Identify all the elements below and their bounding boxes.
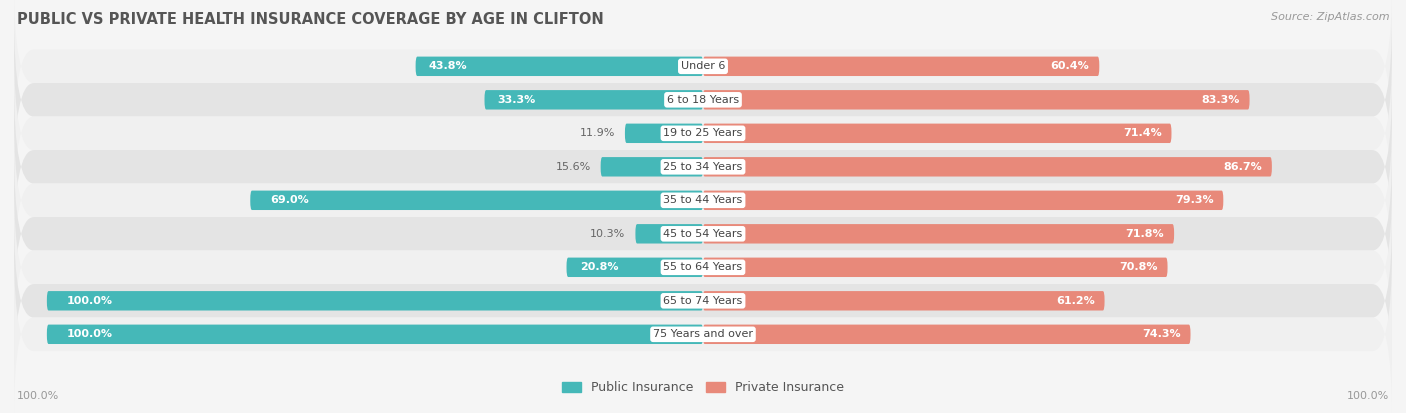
FancyBboxPatch shape bbox=[703, 57, 1099, 76]
Text: Source: ZipAtlas.com: Source: ZipAtlas.com bbox=[1271, 12, 1389, 22]
Text: 19 to 25 Years: 19 to 25 Years bbox=[664, 128, 742, 138]
Text: 69.0%: 69.0% bbox=[270, 195, 309, 205]
Text: PUBLIC VS PRIVATE HEALTH INSURANCE COVERAGE BY AGE IN CLIFTON: PUBLIC VS PRIVATE HEALTH INSURANCE COVER… bbox=[17, 12, 603, 27]
Text: 74.3%: 74.3% bbox=[1142, 329, 1181, 339]
FancyBboxPatch shape bbox=[46, 291, 703, 311]
Text: 6 to 18 Years: 6 to 18 Years bbox=[666, 95, 740, 105]
FancyBboxPatch shape bbox=[703, 291, 1105, 311]
Legend: Public Insurance, Private Insurance: Public Insurance, Private Insurance bbox=[557, 376, 849, 399]
FancyBboxPatch shape bbox=[14, 217, 1392, 385]
Text: 83.3%: 83.3% bbox=[1201, 95, 1240, 105]
Text: 15.6%: 15.6% bbox=[555, 162, 591, 172]
Text: 43.8%: 43.8% bbox=[429, 61, 467, 71]
FancyBboxPatch shape bbox=[14, 251, 1392, 413]
Text: 33.3%: 33.3% bbox=[498, 95, 536, 105]
FancyBboxPatch shape bbox=[14, 50, 1392, 217]
Text: 10.3%: 10.3% bbox=[591, 229, 626, 239]
Text: 75 Years and over: 75 Years and over bbox=[652, 329, 754, 339]
FancyBboxPatch shape bbox=[703, 157, 1272, 176]
Text: 61.2%: 61.2% bbox=[1056, 296, 1095, 306]
FancyBboxPatch shape bbox=[636, 224, 703, 244]
FancyBboxPatch shape bbox=[14, 16, 1392, 183]
Text: 100.0%: 100.0% bbox=[17, 391, 59, 401]
Text: 71.8%: 71.8% bbox=[1126, 229, 1164, 239]
FancyBboxPatch shape bbox=[600, 157, 703, 176]
Text: 79.3%: 79.3% bbox=[1175, 195, 1213, 205]
Text: 35 to 44 Years: 35 to 44 Years bbox=[664, 195, 742, 205]
Text: Under 6: Under 6 bbox=[681, 61, 725, 71]
Text: 25 to 34 Years: 25 to 34 Years bbox=[664, 162, 742, 172]
FancyBboxPatch shape bbox=[703, 190, 1223, 210]
FancyBboxPatch shape bbox=[703, 90, 1250, 109]
Text: 45 to 54 Years: 45 to 54 Years bbox=[664, 229, 742, 239]
FancyBboxPatch shape bbox=[416, 57, 703, 76]
FancyBboxPatch shape bbox=[703, 123, 1171, 143]
FancyBboxPatch shape bbox=[14, 83, 1392, 251]
FancyBboxPatch shape bbox=[703, 258, 1167, 277]
FancyBboxPatch shape bbox=[567, 258, 703, 277]
FancyBboxPatch shape bbox=[46, 325, 703, 344]
Text: 65 to 74 Years: 65 to 74 Years bbox=[664, 296, 742, 306]
Text: 86.7%: 86.7% bbox=[1223, 162, 1263, 172]
FancyBboxPatch shape bbox=[250, 190, 703, 210]
Text: 100.0%: 100.0% bbox=[1347, 391, 1389, 401]
Text: 11.9%: 11.9% bbox=[579, 128, 614, 138]
FancyBboxPatch shape bbox=[703, 325, 1191, 344]
FancyBboxPatch shape bbox=[703, 224, 1174, 244]
Text: 70.8%: 70.8% bbox=[1119, 262, 1157, 272]
FancyBboxPatch shape bbox=[14, 150, 1392, 318]
Text: 100.0%: 100.0% bbox=[66, 296, 112, 306]
Text: 55 to 64 Years: 55 to 64 Years bbox=[664, 262, 742, 272]
FancyBboxPatch shape bbox=[14, 183, 1392, 351]
FancyBboxPatch shape bbox=[624, 123, 703, 143]
Text: 71.4%: 71.4% bbox=[1123, 128, 1161, 138]
FancyBboxPatch shape bbox=[14, 0, 1392, 150]
Text: 20.8%: 20.8% bbox=[579, 262, 619, 272]
FancyBboxPatch shape bbox=[485, 90, 703, 109]
FancyBboxPatch shape bbox=[14, 116, 1392, 284]
Text: 100.0%: 100.0% bbox=[66, 329, 112, 339]
Text: 60.4%: 60.4% bbox=[1050, 61, 1090, 71]
